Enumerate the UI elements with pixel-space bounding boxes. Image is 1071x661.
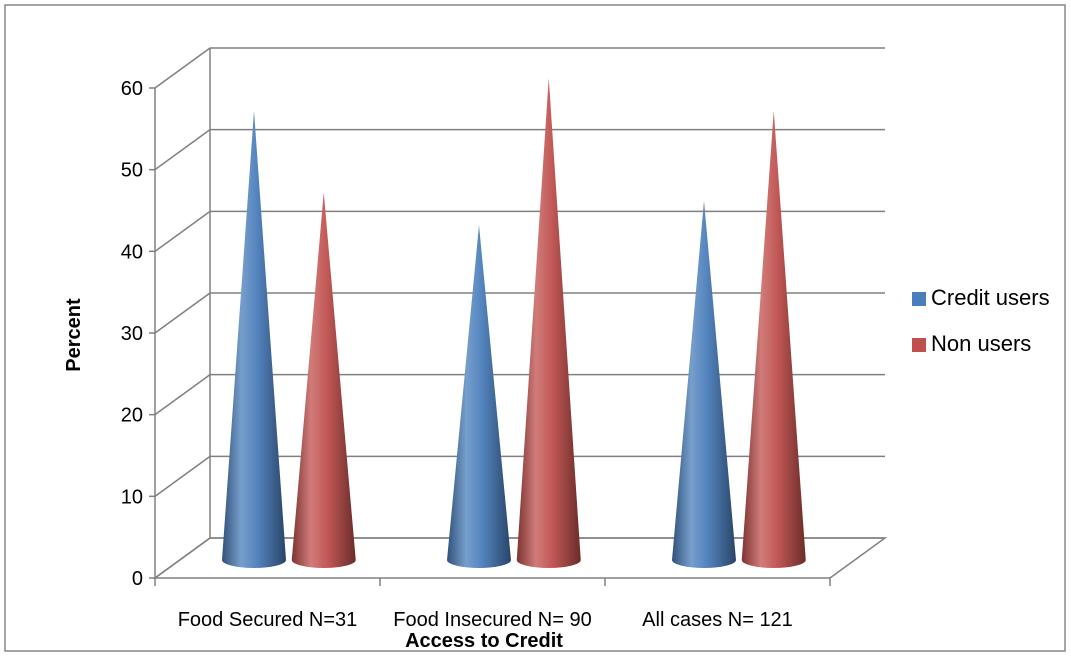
- x-category-label: Food Secured N=31: [178, 609, 358, 631]
- y-tick-label: 20: [121, 405, 143, 427]
- x-category-label: All cases N= 121: [642, 609, 793, 631]
- legend-swatch: [912, 338, 926, 352]
- cone-credit-users: [222, 110, 286, 568]
- legend-swatch: [912, 292, 926, 306]
- y-tick-label: 50: [121, 160, 143, 182]
- y-tick-label: 0: [132, 568, 143, 590]
- legend-label: Non users: [931, 331, 1031, 356]
- legend: Credit users Non users: [912, 285, 1050, 356]
- side-gridline: [154, 129, 211, 171]
- y-tick-label: 40: [121, 241, 143, 263]
- cone-non-users: [291, 192, 356, 568]
- cone-credit-users: [447, 225, 511, 568]
- cone-credit-users: [672, 200, 736, 568]
- side-gridline: [154, 374, 211, 416]
- y-tick-label: 30: [121, 323, 143, 345]
- cone-non-users: [741, 110, 806, 568]
- side-gridline: [154, 292, 211, 334]
- y-tick-label: 10: [121, 486, 143, 508]
- side-gridline: [154, 537, 211, 579]
- x-axis-title: Access to Credit: [405, 630, 563, 652]
- side-gridline: [154, 47, 211, 89]
- side-gridline: [154, 455, 211, 497]
- y-axis-ticks: 0 10 20 30 40 50 60: [121, 78, 155, 590]
- x-axis-categories: Food Secured N=31 Food Insecured N= 90 All…: [154, 578, 831, 631]
- y-tick-label: 60: [121, 78, 143, 100]
- legend-label: Credit users: [931, 285, 1050, 310]
- y-axis-title: Percent: [63, 298, 85, 372]
- side-gridline: [154, 210, 211, 252]
- cones: [222, 78, 806, 569]
- x-category-label: Food Insecured N= 90: [393, 609, 591, 631]
- cone-non-users: [516, 78, 581, 569]
